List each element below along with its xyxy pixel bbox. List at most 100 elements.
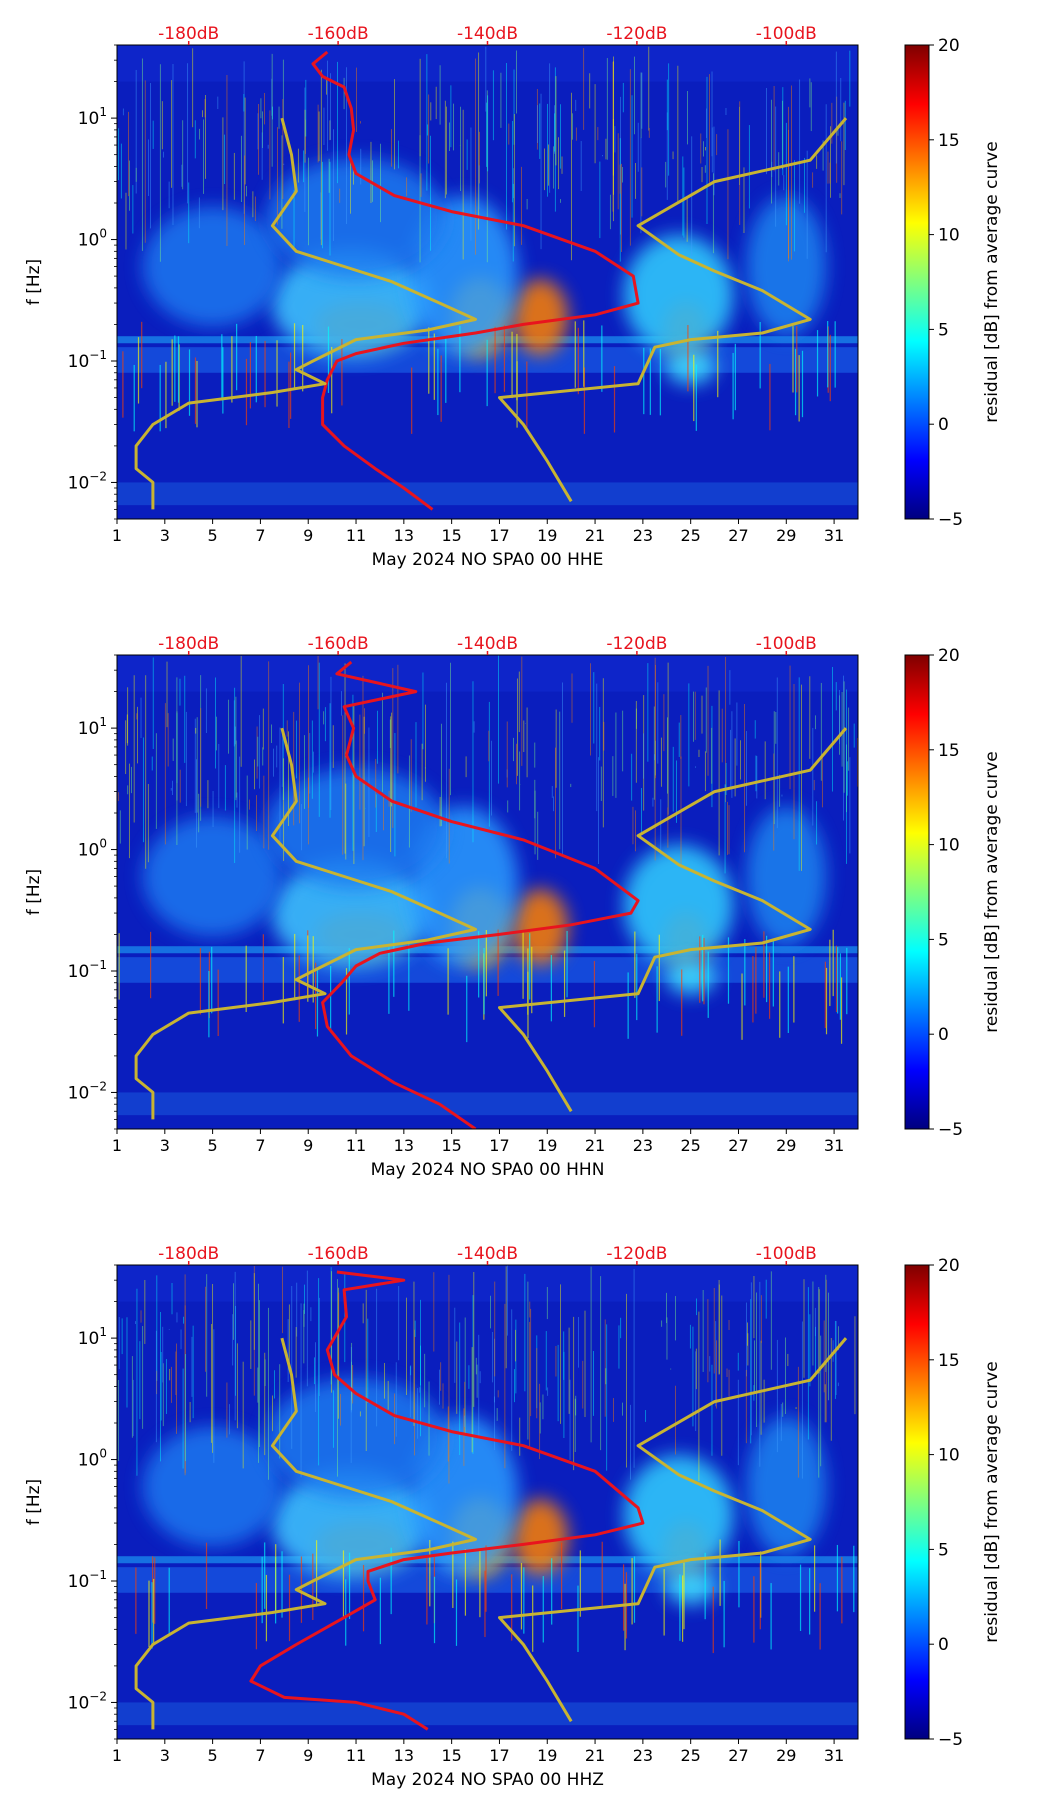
colorbar-tick-label: 15 xyxy=(938,131,960,151)
y-tick-label: 10−2 xyxy=(68,1079,107,1103)
y-axis-label: f [Hz] xyxy=(24,259,44,305)
noise-model-line xyxy=(134,727,477,1120)
x-tick-label: 27 xyxy=(728,1136,748,1155)
noise-model-line xyxy=(134,1337,477,1730)
spectrogram-texture xyxy=(117,45,858,506)
colorbar-tick-label: 0 xyxy=(938,415,949,435)
x-tick-label: 23 xyxy=(633,526,653,545)
top-db-label: -180dB xyxy=(158,24,219,44)
top-db-label: -180dB xyxy=(158,634,219,654)
x-tick-label: 9 xyxy=(303,1136,313,1155)
x-tick-label: 19 xyxy=(537,526,557,545)
colorbar-tick-label: 20 xyxy=(938,1256,960,1276)
colorbar-tick-label: 5 xyxy=(938,930,949,950)
x-tick-label: 7 xyxy=(255,1136,265,1155)
top-db-label: -120dB xyxy=(606,24,667,44)
x-tick-label: 3 xyxy=(160,526,170,545)
x-tick-label: 19 xyxy=(537,1136,557,1155)
y-tick-label: 10−2 xyxy=(68,1689,107,1713)
colorbar-tick-label: 15 xyxy=(938,741,960,761)
x-tick-label: 1 xyxy=(112,1746,122,1765)
colorbar-tick-label: 5 xyxy=(938,320,949,340)
x-tick-label: 21 xyxy=(585,526,605,545)
average-residual-curve xyxy=(311,50,640,511)
colorbar-tick-label: 0 xyxy=(938,1635,949,1655)
colorbar-tick-label: 10 xyxy=(938,226,960,246)
x-tick-label: 5 xyxy=(208,526,218,545)
y-axis: 101 100 10−1 10−2 f [Hz] xyxy=(24,44,117,520)
x-axis-label: May 2024 NO SPA0 00 HHE xyxy=(372,550,604,570)
x-tick-label: 13 xyxy=(394,1746,414,1765)
top-db-label: -160dB xyxy=(308,1244,369,1264)
colorbar-label: residual [dB] from average curve xyxy=(982,141,1002,422)
y-tick-label: 100 xyxy=(78,227,107,251)
colorbar-tick-label: −5 xyxy=(938,510,963,530)
colorbar-tick-label: 5 xyxy=(938,1540,949,1560)
top-db-label: -140dB xyxy=(457,634,518,654)
y-axis: 101 100 10−1 10−2 f [Hz] xyxy=(24,654,117,1130)
spectrogram-texture xyxy=(117,1265,858,1726)
y-tick-label: 10−1 xyxy=(68,1568,107,1592)
x-tick-label: 15 xyxy=(441,1746,461,1765)
colorbar-tick-label: 20 xyxy=(938,646,960,666)
x-tick-label: 5 xyxy=(208,1746,218,1765)
x-tick-label: 1 xyxy=(112,526,122,545)
x-tick-label: 3 xyxy=(160,1746,170,1765)
x-tick-label: 1 xyxy=(112,1136,122,1155)
top-db-label: -180dB xyxy=(158,1244,219,1264)
colorbar-label: residual [dB] from average curve xyxy=(982,751,1002,1032)
noise-model-line xyxy=(134,117,477,510)
x-tick-label: 13 xyxy=(394,526,414,545)
colorbar-gradient xyxy=(904,44,930,520)
x-tick-label: 11 xyxy=(346,526,366,545)
noise-model-line xyxy=(498,117,848,503)
x-tick-label: 5 xyxy=(208,1136,218,1155)
x-tick-label: 23 xyxy=(633,1746,653,1765)
colorbar: 20 15 10 5 0 −5 residual [dB] from average cur… xyxy=(904,36,1002,530)
x-tick-label: 27 xyxy=(728,526,748,545)
x-tick-label: 23 xyxy=(633,1136,653,1155)
x-tick-label: 11 xyxy=(346,1746,366,1765)
top-db-label: -160dB xyxy=(308,634,369,654)
y-axis: 101 100 10−1 10−2 f [Hz] xyxy=(24,1264,117,1740)
y-axis-label: f [Hz] xyxy=(24,869,44,915)
spectrogram-image xyxy=(117,655,858,1129)
average-residual-curve xyxy=(249,1270,645,1731)
y-tick-label: 101 xyxy=(78,715,107,739)
x-tick-label: 29 xyxy=(776,1136,796,1155)
x-tick-label: 31 xyxy=(824,526,844,545)
colorbar-tick-label: −5 xyxy=(938,1120,963,1140)
average-residual-curve xyxy=(321,660,640,1129)
top-db-label: -100dB xyxy=(756,1244,817,1264)
top-db-label: -100dB xyxy=(756,24,817,44)
colorbar-label: residual [dB] from average curve xyxy=(982,1361,1002,1642)
x-tick-label: 29 xyxy=(776,1746,796,1765)
colorbar-tick-label: −5 xyxy=(938,1730,963,1750)
top-db-label: -120dB xyxy=(606,634,667,654)
colorbar: 20 15 10 5 0 −5 residual [dB] from average cur… xyxy=(904,646,1002,1140)
x-tick-label: 3 xyxy=(160,1136,170,1155)
x-tick-label: 25 xyxy=(680,1746,700,1765)
x-tick-label: 29 xyxy=(776,526,796,545)
colorbar-tick-label: 10 xyxy=(938,836,960,856)
x-tick-label: 9 xyxy=(303,1746,313,1765)
colorbar-gradient xyxy=(904,654,930,1130)
top-db-axis: -180dB -160dB -140dB -120dB -100dB xyxy=(158,24,817,45)
y-tick-label: 101 xyxy=(78,105,107,129)
x-tick-label: 25 xyxy=(680,1136,700,1155)
colorbar-gradient xyxy=(904,1264,930,1740)
x-tick-label: 25 xyxy=(680,526,700,545)
x-tick-label: 31 xyxy=(824,1746,844,1765)
x-tick-label: 11 xyxy=(346,1136,366,1155)
x-axis-label: May 2024 NO SPA0 00 HHZ xyxy=(371,1770,604,1790)
colorbar: 20 15 10 5 0 −5 residual [dB] from average cur… xyxy=(904,1256,1002,1750)
y-tick-label: 10−2 xyxy=(68,469,107,493)
y-tick-label: 10−1 xyxy=(68,958,107,982)
y-axis-label: f [Hz] xyxy=(24,1479,44,1525)
top-db-label: -140dB xyxy=(457,1244,518,1264)
